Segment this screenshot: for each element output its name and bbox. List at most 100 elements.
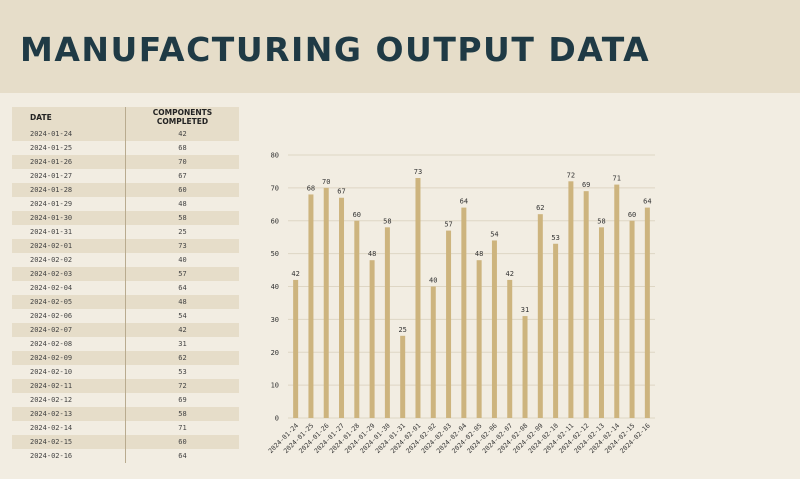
cell-components: 62 xyxy=(125,351,239,365)
cell-components: 42 xyxy=(125,127,239,141)
table-row: 2024-02-08 31 xyxy=(12,337,239,351)
table-row: 2024-02-09 62 xyxy=(12,351,239,365)
bar xyxy=(369,260,375,418)
table-header-row: DATE COMPONENTS COMPLETED xyxy=(12,107,239,127)
data-label: 60 xyxy=(353,211,361,219)
bar xyxy=(644,207,650,418)
table-row: 2024-02-13 58 xyxy=(12,407,239,421)
y-tick-label: 70 xyxy=(271,184,279,192)
cell-date: 2024-02-01 xyxy=(12,239,126,253)
cell-date: 2024-02-13 xyxy=(12,407,126,421)
table-row: 2024-02-02 40 xyxy=(12,253,239,267)
bar xyxy=(476,260,482,418)
bar xyxy=(598,227,604,418)
data-label: 69 xyxy=(582,181,590,189)
table-row: 2024-01-27 67 xyxy=(12,169,239,183)
data-label: 72 xyxy=(567,171,575,179)
table-row: 2024-01-25 68 xyxy=(12,141,239,155)
cell-components: 48 xyxy=(125,295,239,309)
table-row: 2024-02-14 71 xyxy=(12,421,239,435)
data-label: 25 xyxy=(398,326,406,334)
data-label: 42 xyxy=(291,270,299,278)
cell-components: 71 xyxy=(125,421,239,435)
cell-date: 2024-01-31 xyxy=(12,225,126,239)
bar xyxy=(415,178,421,418)
cell-date: 2024-01-24 xyxy=(12,127,126,141)
table-row: 2024-02-06 54 xyxy=(12,309,239,323)
bar xyxy=(308,194,314,418)
cell-date: 2024-02-14 xyxy=(12,421,126,435)
bar xyxy=(461,207,467,418)
table-row: 2024-01-28 60 xyxy=(12,183,239,197)
column-header-components: COMPONENTS COMPLETED xyxy=(125,107,239,127)
data-label: 73 xyxy=(414,168,422,176)
cell-date: 2024-01-29 xyxy=(12,197,126,211)
cell-components: 73 xyxy=(125,239,239,253)
bar xyxy=(339,197,345,418)
data-label: 48 xyxy=(475,250,483,258)
cell-components: 31 xyxy=(125,337,239,351)
cell-components: 68 xyxy=(125,141,239,155)
y-tick-label: 10 xyxy=(271,382,279,390)
data-label: 57 xyxy=(444,221,452,229)
data-label: 31 xyxy=(521,306,529,314)
cell-components: 53 xyxy=(125,365,239,379)
cell-date: 2024-01-25 xyxy=(12,141,126,155)
data-label: 53 xyxy=(551,234,559,242)
cell-components: 69 xyxy=(125,393,239,407)
data-label: 60 xyxy=(628,211,636,219)
cell-date: 2024-02-06 xyxy=(12,309,126,323)
cell-date: 2024-02-12 xyxy=(12,393,126,407)
cell-date: 2024-02-15 xyxy=(12,435,126,449)
cell-components: 64 xyxy=(125,281,239,295)
table-row: 2024-02-03 57 xyxy=(12,267,239,281)
table-row: 2024-01-31 25 xyxy=(12,225,239,239)
data-label: 70 xyxy=(322,178,330,186)
bar xyxy=(400,335,406,418)
cell-components: 72 xyxy=(125,379,239,393)
cell-components: 64 xyxy=(125,449,239,463)
bar xyxy=(522,316,528,418)
bar xyxy=(354,220,360,418)
table-row: 2024-02-12 69 xyxy=(12,393,239,407)
bar xyxy=(583,191,589,418)
y-tick-label: 60 xyxy=(271,217,279,225)
cell-components: 48 xyxy=(125,197,239,211)
cell-components: 40 xyxy=(125,253,239,267)
data-label: 40 xyxy=(429,277,437,285)
data-label: 71 xyxy=(613,175,621,183)
y-tick-label: 20 xyxy=(271,349,279,357)
table-row: 2024-01-29 48 xyxy=(12,197,239,211)
cell-date: 2024-02-02 xyxy=(12,253,126,267)
bar xyxy=(614,184,620,418)
data-label: 68 xyxy=(307,184,315,192)
table-row: 2024-02-07 42 xyxy=(12,323,239,337)
table-row: 2024-02-15 60 xyxy=(12,435,239,449)
cell-date: 2024-02-10 xyxy=(12,365,126,379)
data-label: 64 xyxy=(460,198,468,206)
y-tick-label: 40 xyxy=(271,283,279,291)
bar xyxy=(323,187,329,418)
cell-components: 70 xyxy=(125,155,239,169)
table-row: 2024-02-11 72 xyxy=(12,379,239,393)
cell-date: 2024-02-04 xyxy=(12,281,126,295)
cell-date: 2024-02-16 xyxy=(12,449,126,463)
table-row: 2024-02-01 73 xyxy=(12,239,239,253)
table-row: 2024-01-24 42 xyxy=(12,127,239,141)
bar xyxy=(553,243,559,418)
data-label: 64 xyxy=(643,198,651,206)
cell-date: 2024-02-05 xyxy=(12,295,126,309)
cell-components: 60 xyxy=(125,435,239,449)
table-row: 2024-02-16 64 xyxy=(12,449,239,463)
data-label: 62 xyxy=(536,204,544,212)
y-tick-label: 80 xyxy=(271,152,279,160)
cell-components: 60 xyxy=(125,183,239,197)
cell-components: 58 xyxy=(125,407,239,421)
column-header-date: DATE xyxy=(12,107,126,127)
bar xyxy=(293,279,299,418)
bar xyxy=(537,214,543,418)
cell-components: 25 xyxy=(125,225,239,239)
bar-chart: 01020304050607080422024-01-24682024-01-2… xyxy=(267,152,655,455)
bar xyxy=(491,240,497,418)
bar xyxy=(384,227,390,418)
